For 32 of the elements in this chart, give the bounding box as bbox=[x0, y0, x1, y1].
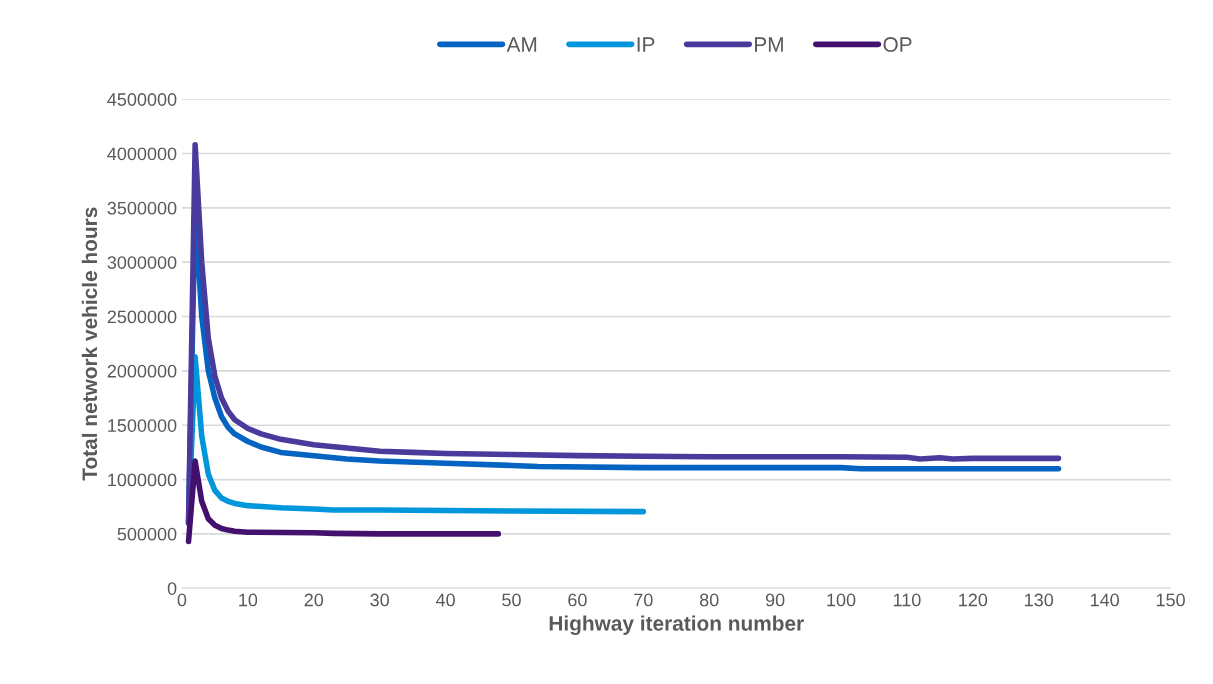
x-tick-label: 140 bbox=[1090, 593, 1119, 607]
x-tick-label: 0 bbox=[177, 593, 187, 607]
x-tick-label: 150 bbox=[1156, 593, 1185, 607]
y-tick-label: 0 bbox=[167, 582, 177, 595]
x-tick-label: 80 bbox=[699, 593, 719, 607]
x-tick-label: 70 bbox=[634, 593, 653, 607]
y-tick-label: 4500000 bbox=[107, 93, 177, 106]
x-tick-label: 30 bbox=[370, 593, 390, 607]
x-tick-label: 100 bbox=[827, 593, 856, 607]
y-tick-label: 4000000 bbox=[107, 147, 177, 161]
x-axis-title: Highway iteration number bbox=[549, 615, 804, 635]
x-tick-label: 120 bbox=[959, 593, 988, 607]
y-tick-label: 1000000 bbox=[108, 473, 177, 487]
x-tick-label: 60 bbox=[568, 593, 587, 607]
x-tick-label: 90 bbox=[765, 593, 785, 607]
x-tick-label: 110 bbox=[893, 593, 921, 607]
y-tick-label: 3000000 bbox=[107, 256, 177, 269]
legend-label: OP bbox=[883, 37, 912, 52]
x-tick-label: 50 bbox=[502, 593, 521, 607]
y-tick-label: 3500000 bbox=[107, 201, 177, 215]
legend-label: IP bbox=[637, 37, 655, 52]
x-tick-label: 130 bbox=[1025, 593, 1054, 607]
legend-label: PM bbox=[755, 37, 783, 52]
y-tick-label: 1500000 bbox=[108, 419, 177, 432]
legend-label: AM bbox=[506, 37, 537, 52]
x-tick-label: 10 bbox=[239, 593, 258, 607]
x-tick-label: 20 bbox=[304, 593, 324, 607]
y-tick-label: 2000000 bbox=[107, 364, 177, 378]
y-tick-label: 2500000 bbox=[107, 310, 177, 324]
y-axis-title: Total network vehicle hours bbox=[81, 207, 98, 481]
y-tick-label: 500000 bbox=[117, 527, 177, 541]
x-tick-label: 40 bbox=[435, 593, 455, 607]
